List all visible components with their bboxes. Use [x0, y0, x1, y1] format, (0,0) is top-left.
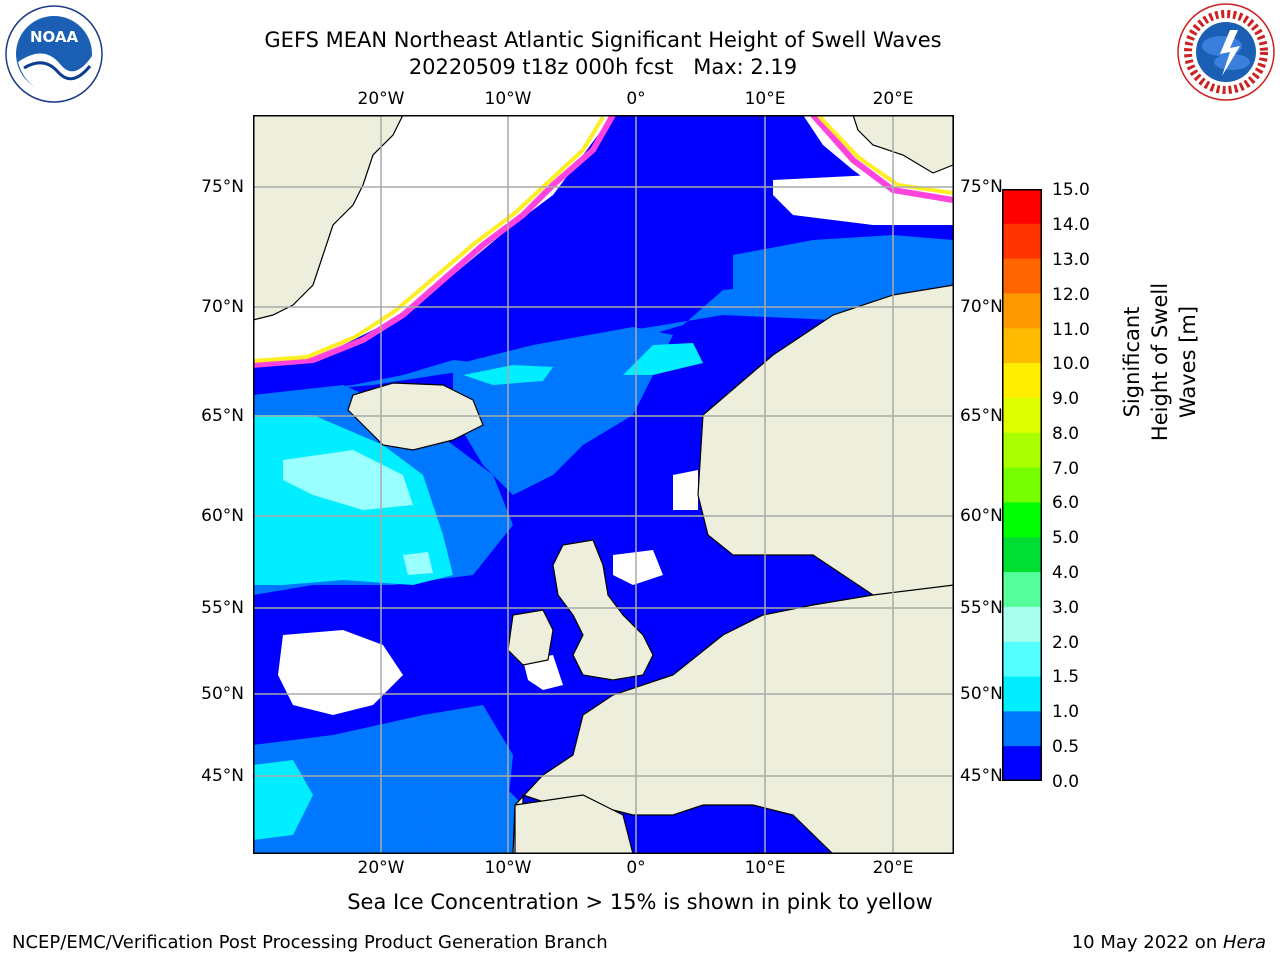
lat-label-left-65n: 65°N [201, 406, 244, 426]
land-uk [552, 539, 654, 681]
colorbar-tick-13: 13.0 [1052, 250, 1090, 270]
colorbar-svg [1002, 189, 1042, 782]
swell-band-peak-2 [403, 552, 433, 575]
map-title: GEFS MEAN Northeast Atlantic Significant… [264, 28, 942, 52]
colorbar-tick-12: 12.0 [1052, 285, 1090, 305]
colorbar-tick-10: 10.0 [1052, 354, 1090, 374]
lon-label-top-20e: 20°E [872, 89, 914, 109]
colorbar-frame [1002, 189, 1042, 781]
lon-label-bottom-20w: 20°W [357, 858, 405, 878]
lat-label-left-60n: 60°N [201, 506, 244, 526]
lat-label-left-50n: 50°N [201, 684, 244, 704]
colorbar-swatch [1002, 363, 1042, 399]
noaa-logo: NOAA [4, 4, 104, 104]
sea-ice-caption: Sea Ice Concentration > 15% is shown in … [347, 890, 933, 914]
lat-label-right-55n: 55°N [960, 598, 1003, 618]
colorbar-swatch [1002, 606, 1042, 643]
colorbar-swatch [1002, 432, 1042, 469]
nws-logo [1176, 2, 1280, 106]
lon-label-bottom-20e: 20°E [872, 858, 914, 878]
lon-label-top-20w: 20°W [357, 89, 405, 109]
sea-ice-edge-greenland-inner [252, 115, 605, 363]
lat-label-left-70n: 70°N [201, 297, 244, 317]
map-subtitle: 20220509 t18z 000h fcst Max: 2.19 [408, 55, 798, 79]
lon-label-top-10e: 10°E [744, 89, 786, 109]
lon-label-bottom-10e: 10°E [744, 858, 786, 878]
colorbar-tick-7: 7.0 [1052, 459, 1080, 479]
colorbar-tick-8: 8.0 [1052, 424, 1080, 444]
lat-label-left-75n: 75°N [201, 177, 244, 197]
colorbar-tick-5: 5.0 [1052, 528, 1080, 548]
colorbar-tick-2: 2.0 [1052, 633, 1080, 653]
lat-label-right-75n: 75°N [960, 177, 1003, 197]
lat-label-right-60n: 60°N [960, 506, 1003, 526]
lat-label-right-50n: 50°N [960, 684, 1003, 704]
footer-host: Hera [1222, 932, 1266, 953]
map-canvas [252, 113, 955, 855]
lon-label-bottom-10w: 10°W [484, 858, 532, 878]
colorbar-swatch [1002, 223, 1042, 260]
lat-label-left-45n: 45°N [201, 766, 244, 786]
lat-label-right-70n: 70°N [960, 297, 1003, 317]
land-iberia [514, 794, 634, 855]
swell-band-mid-north [733, 235, 953, 300]
colorbar-swatch [1002, 397, 1042, 434]
colorbar-swatch [1002, 328, 1042, 364]
nodata-irish-sea-patch [523, 655, 563, 690]
colorbar-swatch [1002, 537, 1042, 573]
swell-band-high-sw [253, 760, 313, 840]
nodata-north-sea-patch [613, 550, 663, 585]
colorbar-swatch [1002, 711, 1042, 747]
colorbar-tick-0-5: 0.5 [1052, 737, 1080, 757]
colorbar-swatch [1002, 502, 1042, 538]
lat-label-left-55n: 55°N [201, 598, 244, 618]
lat-label-right-65n: 65°N [960, 406, 1003, 426]
sea-ice-edge-svalbard [810, 113, 954, 203]
colorbar-tick-0: 0.0 [1052, 772, 1080, 792]
map-frame [253, 115, 954, 854]
graticule [253, 115, 954, 854]
nodata-norway-patch [673, 470, 698, 510]
footer-date: 10 May 2022 on Hera [1072, 932, 1266, 953]
lon-label-bottom-0: 0° [626, 858, 646, 878]
lon-label-top-0: 0° [626, 89, 646, 109]
land-greenland [252, 114, 404, 321]
colorbar-tick-9: 9.0 [1052, 389, 1080, 409]
land-mainland-europe [512, 584, 955, 855]
swell-band-high-n2 [623, 343, 703, 375]
colorbar-swatch [1002, 467, 1042, 504]
colorbar-swatches [1002, 189, 1042, 782]
land-ireland [507, 609, 554, 666]
colorbar-tick-15: 15.0 [1052, 180, 1090, 200]
map-panel [252, 113, 955, 855]
colorbar-tick-3: 3.0 [1052, 598, 1080, 618]
colorbar-tick-6: 6.0 [1052, 493, 1080, 513]
colorbar-tick-14: 14.0 [1052, 215, 1090, 235]
lat-label-right-45n: 45°N [960, 766, 1003, 786]
colorbar-swatch [1002, 641, 1042, 678]
footer-credit: NCEP/EMC/Verification Post Processing Pr… [12, 932, 608, 953]
colorbar-swatch [1002, 746, 1042, 782]
noaa-logo-icon: NOAA [5, 5, 103, 103]
lon-label-top-10w: 10°W [484, 89, 532, 109]
colorbar [1002, 189, 1042, 782]
colorbar-swatch [1002, 676, 1042, 712]
colorbar-swatch [1002, 572, 1042, 608]
svg-text:NOAA: NOAA [30, 28, 79, 46]
colorbar-swatch [1002, 293, 1042, 329]
colorbar-swatch [1002, 258, 1042, 295]
colorbar-tick-4: 4.0 [1052, 563, 1080, 583]
sea-ice-edge-greenland [252, 113, 616, 368]
colorbar-tick-1: 1.0 [1052, 702, 1080, 722]
colorbar-tick-1-5: 1.5 [1052, 667, 1080, 687]
footer-date-text: 10 May 2022 on [1071, 932, 1223, 953]
colorbar-tick-11: 11.0 [1052, 320, 1090, 340]
colorbar-label: Significant Height of Swell Waves [m] [1120, 282, 1200, 442]
colorbar-swatch [1002, 189, 1042, 225]
sea-ice-edge-svalbard-inner [816, 113, 954, 195]
nws-logo-icon [1177, 3, 1275, 101]
